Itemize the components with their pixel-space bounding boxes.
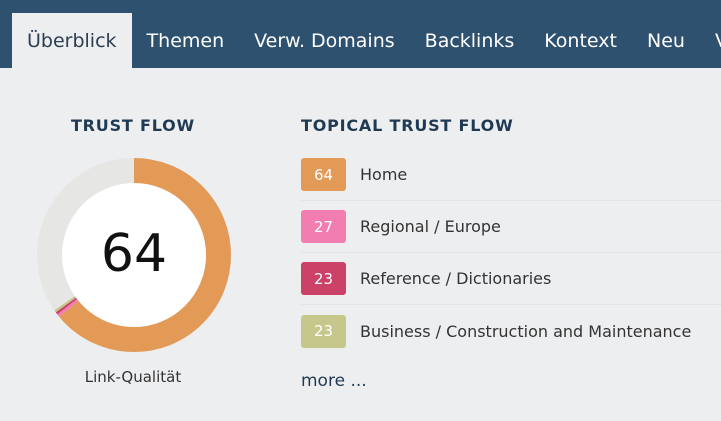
topic-label: Home xyxy=(360,165,408,184)
topic-score-badge: 23 xyxy=(301,314,346,348)
topic-list: 64 Home 27 Regional / Europe 23 Referenc… xyxy=(301,149,721,357)
tab-neu[interactable]: Neu xyxy=(646,29,685,52)
topic-row[interactable]: 23 Reference / Dictionaries xyxy=(301,253,721,305)
top-navigation-bar: Überblick Themen Verw. Domains Backlinks… xyxy=(0,0,721,68)
topical-trust-flow-title: TOPICAL TRUST FLOW xyxy=(301,116,514,135)
topic-row[interactable]: 27 Regional / Europe xyxy=(301,201,721,253)
donut-center xyxy=(62,183,206,327)
more-topics-link[interactable]: more ... xyxy=(301,371,367,391)
trust-flow-title: TRUST FLOW xyxy=(70,116,196,135)
tab-bar: Überblick Themen Verw. Domains Backlinks… xyxy=(12,13,721,68)
topic-score-badge: 64 xyxy=(301,158,346,191)
topic-score-badge: 27 xyxy=(301,210,346,243)
tab-verw-domains[interactable]: Verw. Domains xyxy=(254,29,395,52)
topic-label: Business / Construction and Maintenance xyxy=(360,321,692,341)
topic-label: Reference / Dictionaries xyxy=(360,269,552,288)
tab-ueberblick[interactable]: Überblick xyxy=(12,13,132,68)
topic-row[interactable]: 64 Home xyxy=(301,149,721,201)
trust-flow-value: 64 xyxy=(100,224,168,284)
tab-themen[interactable]: Themen xyxy=(146,29,225,52)
topic-label: Regional / Europe xyxy=(360,217,501,236)
trust-flow-caption: Link-Qualität xyxy=(84,368,182,386)
topic-row[interactable]: 23 Business / Construction and Maintenan… xyxy=(301,305,721,357)
tab-backlinks[interactable]: Backlinks xyxy=(424,29,515,52)
tab-kontext[interactable]: Kontext xyxy=(544,29,617,52)
donut-segment-0 xyxy=(37,158,231,352)
tab-more-truncated[interactable]: V xyxy=(700,13,721,68)
topic-score-badge: 23 xyxy=(301,262,346,295)
trust-flow-donut-chart xyxy=(37,158,231,352)
